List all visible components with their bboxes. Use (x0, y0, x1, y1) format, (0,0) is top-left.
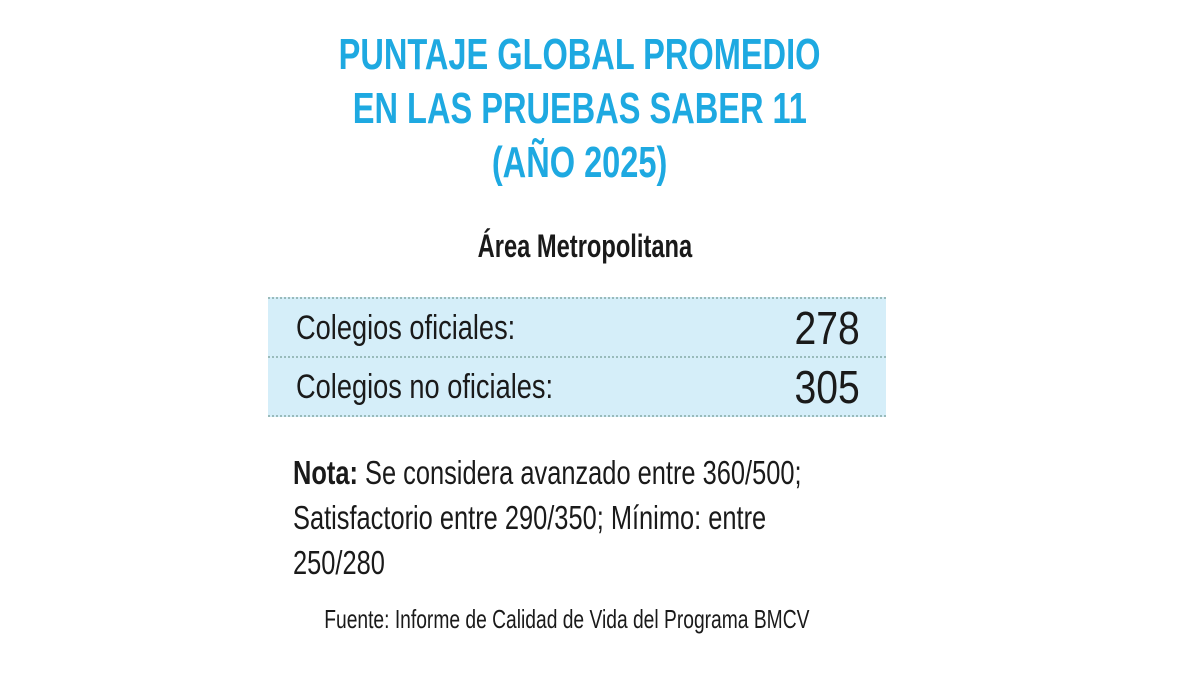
note-label: Nota: (293, 454, 358, 491)
table-row: Colegios oficiales: 278 (268, 297, 886, 356)
row-label: Colegios oficiales: (296, 309, 516, 347)
subtitle: Área Metropolitana (0, 228, 1170, 265)
title-text: PUNTAJE GLOBAL PROMEDIO (339, 30, 821, 79)
row-value: 278 (794, 302, 860, 354)
source: Fuente: Informe de Calidad de Vida del P… (0, 604, 1134, 635)
title-text: EN LAS PRUEBAS SABER 11 (352, 84, 808, 133)
title-text: (AÑO 2025) (492, 138, 668, 187)
table-row: Colegios no oficiales: 305 (268, 356, 886, 417)
source-text: Fuente: Informe de Calidad de Vida del P… (324, 604, 810, 634)
title-line: PUNTAJE GLOBAL PROMEDIO (0, 28, 1160, 82)
title: PUNTAJE GLOBAL PROMEDIO EN LAS PRUEBAS S… (0, 28, 1160, 190)
row-value: 305 (794, 361, 860, 413)
title-line: EN LAS PRUEBAS SABER 11 (0, 82, 1160, 136)
table: Colegios oficiales: 278 Colegios no ofic… (268, 297, 886, 417)
title-line: (AÑO 2025) (0, 136, 1160, 190)
note: Nota: Se considera avanzado entre 360/50… (293, 450, 832, 585)
note-text: Se considera avanzado entre 360/500; Sat… (293, 454, 802, 581)
subtitle-text: Área Metropolitana (477, 228, 693, 264)
row-label: Colegios no oficiales: (296, 368, 554, 406)
